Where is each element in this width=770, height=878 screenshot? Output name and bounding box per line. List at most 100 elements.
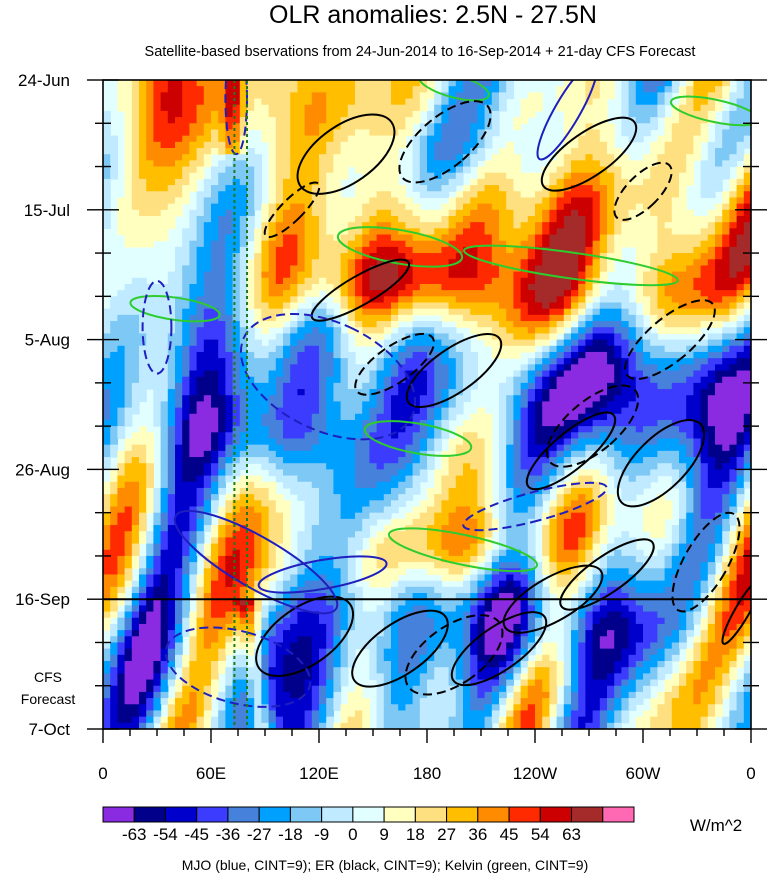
heatmap-cell <box>657 154 666 161</box>
heatmap-cell <box>455 228 464 236</box>
heatmap-cell <box>527 382 536 390</box>
heatmap-cell <box>635 197 644 205</box>
heatmap-cell <box>391 302 399 310</box>
heatmap-cell <box>376 135 385 143</box>
heatmap-cell <box>527 302 536 310</box>
heatmap-cell <box>391 321 399 328</box>
heatmap-cell <box>283 419 291 427</box>
heatmap-cell <box>203 401 212 409</box>
heatmap-cell <box>664 339 673 347</box>
heatmap-cell <box>448 296 457 304</box>
heatmap-cell <box>427 444 435 452</box>
heatmap-cell <box>455 92 464 100</box>
heatmap-cell <box>239 413 248 421</box>
heatmap-cell <box>139 376 147 384</box>
heatmap-cell <box>635 117 644 124</box>
heatmap-cell <box>607 154 615 161</box>
heatmap-cell <box>427 222 435 229</box>
heatmap-cell <box>383 222 392 229</box>
heatmap-cell <box>736 271 745 279</box>
heatmap-cell <box>290 302 298 310</box>
heatmap-cell <box>477 246 486 254</box>
heatmap-cell <box>326 358 334 365</box>
heatmap-cell <box>571 450 579 458</box>
heatmap-cell <box>203 191 212 199</box>
heatmap-cell <box>218 438 226 446</box>
heatmap-cell <box>311 407 320 415</box>
heatmap-cell <box>369 228 378 236</box>
heatmap-cell <box>398 382 406 390</box>
heatmap-cell <box>189 444 198 452</box>
heatmap-cell <box>542 345 550 353</box>
heatmap-cell <box>679 178 687 186</box>
heatmap-cell <box>254 117 262 124</box>
heatmap-cell <box>556 271 565 279</box>
heatmap-cell <box>736 209 745 217</box>
heatmap-cell <box>376 197 385 205</box>
heatmap-cell <box>391 123 399 131</box>
heatmap-cell <box>369 185 378 192</box>
heatmap-cell <box>182 339 190 347</box>
heatmap-cell <box>355 123 363 131</box>
heatmap-cell <box>326 265 334 273</box>
heatmap-cell <box>340 290 349 297</box>
heatmap-cell <box>383 80 392 87</box>
heatmap-cell <box>491 110 500 118</box>
heatmap-cell <box>275 228 284 236</box>
heatmap-cell <box>391 215 399 223</box>
heatmap-cell <box>218 160 226 168</box>
heatmap-cell <box>391 110 399 118</box>
heatmap-cell <box>643 160 651 168</box>
heatmap-cell <box>686 246 694 254</box>
heatmap-cell <box>671 160 680 168</box>
heatmap-cell <box>463 135 471 143</box>
heatmap-cell <box>499 283 507 291</box>
heatmap-cell <box>405 370 414 378</box>
heatmap-cell <box>477 104 486 112</box>
heatmap-cell <box>707 302 716 310</box>
heatmap-cell <box>743 178 751 186</box>
heatmap-cell <box>405 314 414 322</box>
heatmap-cell <box>736 197 745 205</box>
heatmap-cell <box>239 321 248 328</box>
heatmap-cell <box>520 104 529 112</box>
heatmap-cell <box>607 80 615 87</box>
heatmap-cell <box>398 413 406 421</box>
heatmap-cell <box>513 283 522 291</box>
heatmap-cell <box>319 395 327 403</box>
heatmap-cell <box>333 253 342 260</box>
heatmap-cell <box>383 407 392 415</box>
heatmap-cell <box>182 86 190 93</box>
heatmap-cell <box>578 240 586 248</box>
heatmap-cell <box>657 290 666 297</box>
heatmap-cell <box>470 438 478 446</box>
heatmap-cell <box>182 117 190 124</box>
heatmap-cell <box>729 401 738 409</box>
heatmap-cell <box>304 141 313 149</box>
heatmap-cell <box>729 382 738 390</box>
heatmap-cell <box>239 290 248 297</box>
heatmap-cell <box>686 321 694 328</box>
heatmap-cell <box>160 370 169 378</box>
heatmap-cell <box>419 166 428 174</box>
heatmap-cell <box>283 80 291 87</box>
heatmap-cell <box>578 395 586 403</box>
heatmap-cell <box>297 197 306 205</box>
heatmap-cell <box>355 92 363 100</box>
heatmap-cell <box>542 426 550 433</box>
heatmap-cell <box>290 327 298 335</box>
heatmap-cell <box>693 129 702 137</box>
heatmap-cell <box>427 154 435 161</box>
heatmap-cell <box>139 135 147 143</box>
heatmap-cell <box>434 246 442 254</box>
heatmap-cell <box>254 314 262 322</box>
heatmap-cell <box>707 104 716 112</box>
heatmap-cell <box>542 283 550 291</box>
heatmap-cell <box>643 80 651 87</box>
heatmap-cell <box>290 253 298 260</box>
heatmap-cell <box>218 419 226 427</box>
heatmap-cell <box>160 86 169 93</box>
heatmap-cell <box>650 185 658 192</box>
heatmap-cell <box>650 222 658 229</box>
heatmap-cell <box>571 432 579 440</box>
